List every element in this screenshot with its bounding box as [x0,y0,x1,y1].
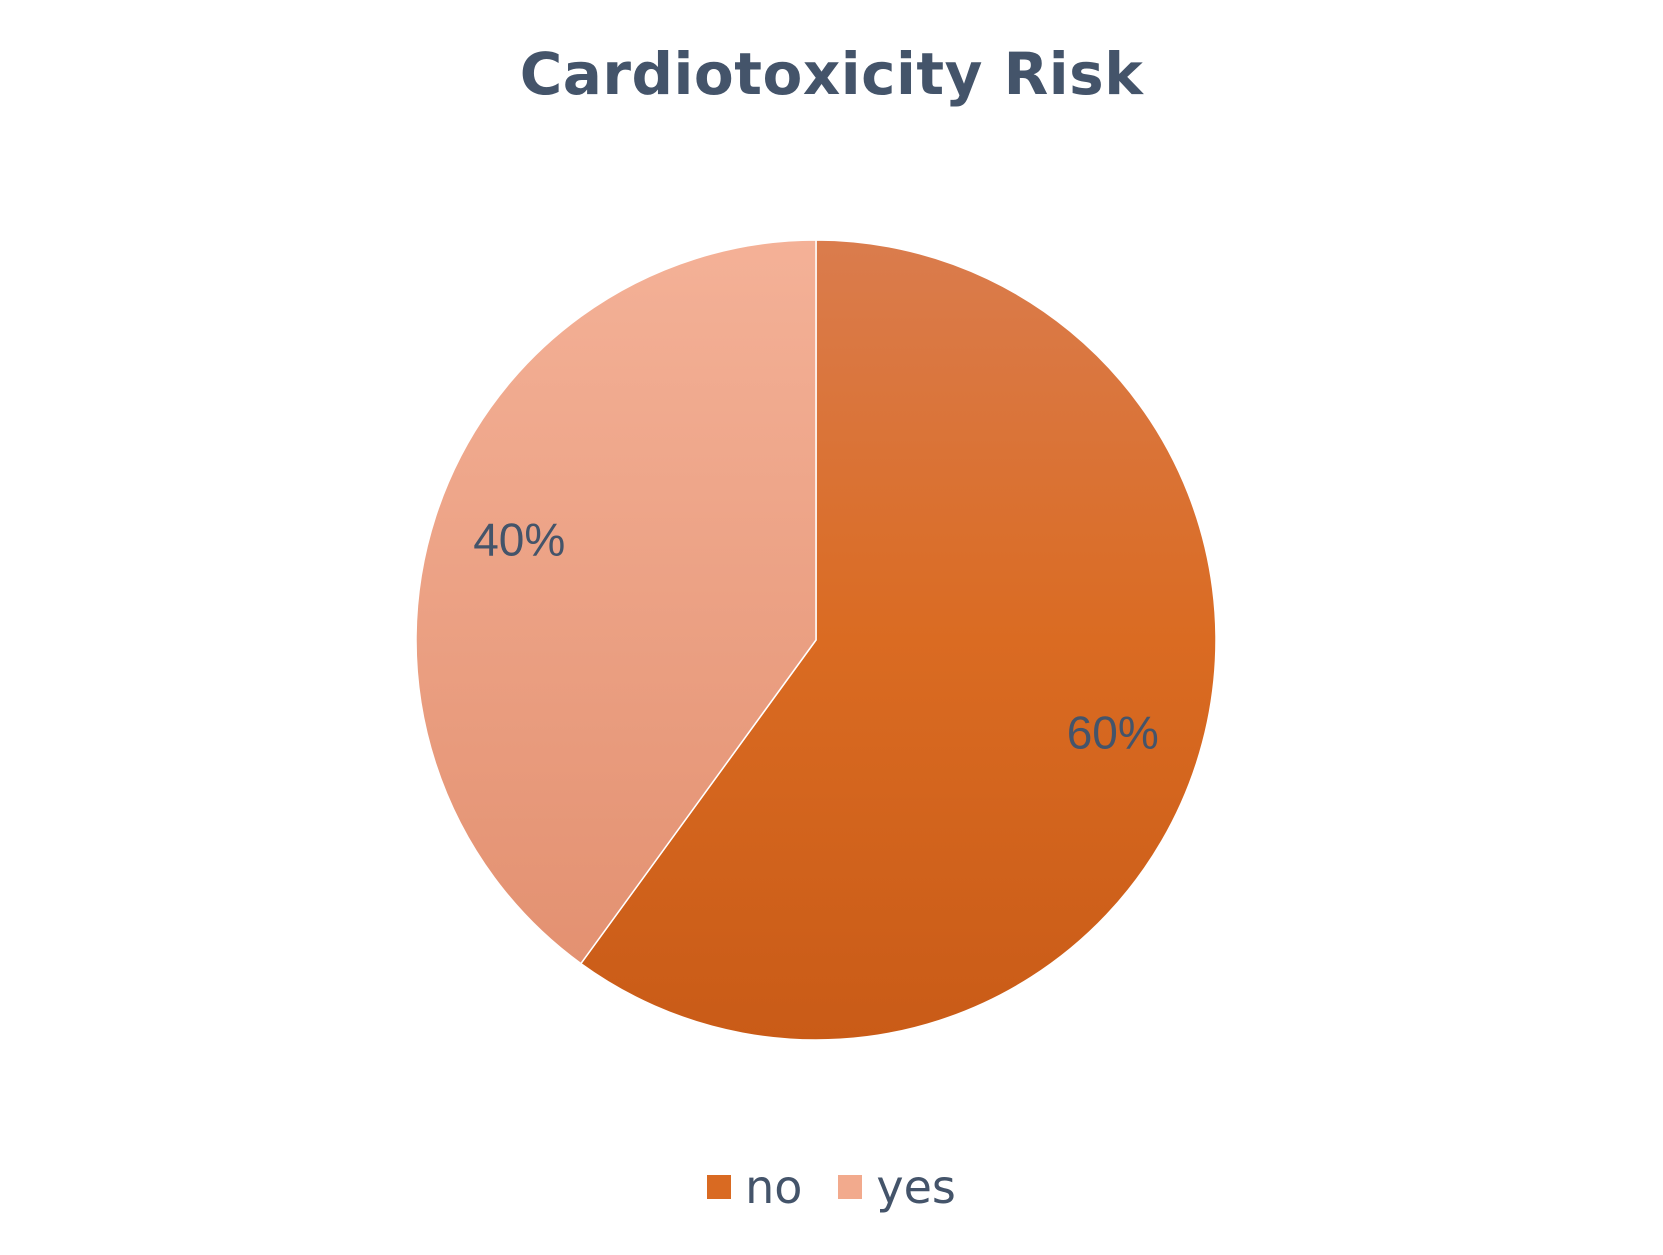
legend-label-no: no [745,1160,803,1214]
legend-item-no: no [707,1160,802,1214]
data-label-yes: 40% [473,514,565,566]
pie-data-labels: 60% 40% [473,514,1159,759]
chart-title: Cardiotoxicity Risk [519,40,1144,108]
legend-item-yes: yes [838,1160,956,1214]
data-label-no: 60% [1067,707,1159,759]
pie-slices [415,239,1217,1041]
pie-slice-no [579,239,1217,1041]
chart-legend: no yes [0,1160,1663,1214]
legend-swatch-yes [838,1175,863,1199]
pie-slice-yes [415,239,817,965]
legend-swatch-no [707,1175,732,1199]
legend-label-yes: yes [876,1160,956,1214]
